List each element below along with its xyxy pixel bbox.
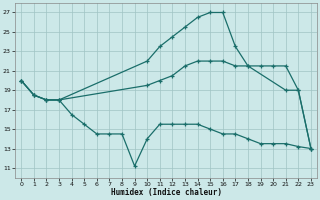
- X-axis label: Humidex (Indice chaleur): Humidex (Indice chaleur): [111, 188, 221, 197]
